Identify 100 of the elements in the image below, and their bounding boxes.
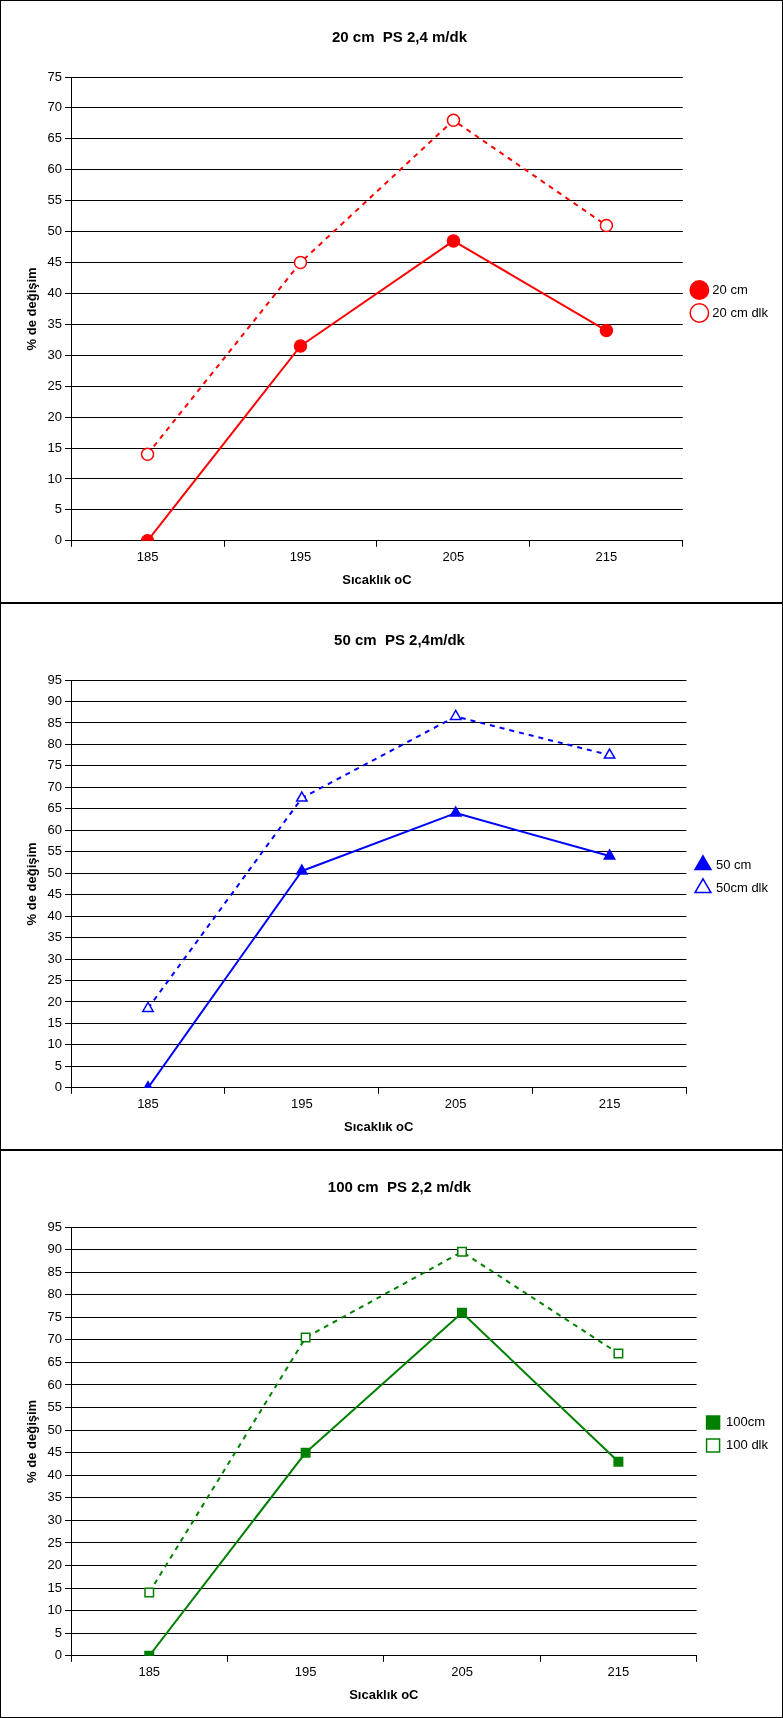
y-tick-label: 0 [54, 532, 63, 548]
y-tick-label: 10 [47, 470, 63, 486]
y-tick-label: 55 [47, 843, 63, 859]
y-tick-label: 20 [47, 1557, 63, 1573]
y-tick-label: 90 [47, 1241, 63, 1257]
y-tick-label: 40 [47, 907, 63, 923]
y-tick-label: 45 [47, 1444, 63, 1460]
x-tick-label: 185 [136, 549, 159, 565]
y-tick-label: 20 [47, 408, 63, 424]
point [603, 849, 616, 860]
x-axis-title: Sıcaklık oC [344, 1118, 415, 1134]
y-tick-label: 15 [47, 439, 63, 455]
y-tick-label: 75 [47, 757, 63, 773]
y-tick-label: 45 [47, 254, 63, 270]
point [457, 1307, 467, 1318]
x-tick-label: 205 [451, 1664, 473, 1680]
point [599, 218, 614, 233]
point [446, 113, 461, 128]
y-axis-title: % de değişim [24, 842, 40, 926]
point [457, 1246, 467, 1257]
y-tick-label: 10 [47, 1602, 63, 1618]
y-tick-label: 60 [47, 161, 63, 177]
y-tick-label: 10 [47, 1036, 63, 1052]
y-tick-label: 0 [54, 1079, 63, 1095]
y-tick-label: 45 [47, 886, 63, 902]
x-tick-label: 195 [290, 1096, 313, 1112]
chart-title: 50 cm PS 2,4m/dk [334, 631, 466, 649]
y-tick-label: 0 [54, 1647, 63, 1663]
y-tick-label: 15 [47, 1579, 63, 1595]
x-tick-label: 185 [138, 1664, 161, 1680]
y-tick-label: 85 [47, 714, 63, 730]
legend-label: 50 cm [715, 856, 752, 872]
y-tick-label: 40 [47, 285, 63, 301]
point [293, 339, 308, 353]
point [144, 1587, 155, 1598]
y-tick-label: 90 [47, 693, 63, 709]
point [599, 323, 614, 338]
y-tick-label: 65 [47, 130, 63, 146]
y-tick-label: 35 [47, 929, 63, 945]
y-axis-title: % de değişim [24, 1399, 40, 1483]
y-tick-label: 70 [47, 778, 63, 794]
y-tick-label: 40 [47, 1466, 63, 1482]
y-tick-label: 60 [47, 821, 63, 837]
y-tick-label: 30 [47, 950, 63, 966]
legend-label: 20 cm dlk [712, 304, 769, 320]
y-tick-label: 80 [47, 735, 63, 751]
y-tick-label: 80 [47, 1286, 63, 1302]
y-tick-label: 75 [47, 68, 63, 84]
point [142, 1001, 154, 1013]
y-tick-label: 95 [47, 671, 63, 687]
y-tick-label: 5 [54, 501, 63, 517]
y-tick-label: 95 [47, 1218, 63, 1234]
y-tick-label: 5 [54, 1624, 63, 1640]
chart-title: 100 cm PS 2,2 m/dk [327, 1178, 472, 1196]
y-tick-label: 70 [47, 1331, 63, 1347]
y-tick-label: 25 [47, 1534, 63, 1550]
y-tick-label: 20 [47, 993, 63, 1009]
legend-label: 100 dlk [726, 1437, 769, 1453]
x-tick-label: 215 [607, 1664, 630, 1680]
y-tick-label: 30 [47, 346, 63, 362]
x-axis-title: Sıcaklık oC [349, 1686, 420, 1702]
y-tick-label: 30 [47, 1511, 63, 1527]
point [446, 234, 461, 248]
y-tick-label: 50 [47, 864, 63, 880]
y-tick-label: 65 [47, 1353, 63, 1369]
legend-label: 20 cm [712, 281, 748, 297]
point [449, 806, 462, 817]
y-tick-label: 60 [47, 1376, 63, 1392]
x-tick-label: 215 [595, 549, 618, 565]
point [293, 255, 308, 270]
point [300, 1332, 311, 1343]
x-tick-label: 205 [444, 1096, 467, 1112]
point [295, 864, 308, 875]
y-tick-label: 35 [47, 1489, 63, 1505]
y-tick-label: 5 [54, 1057, 63, 1073]
y-tick-label: 35 [47, 315, 63, 331]
x-tick-label: 185 [137, 1096, 159, 1112]
point [300, 1447, 311, 1458]
x-axis-title: Sıcaklık oC [342, 571, 413, 587]
y-tick-label: 55 [47, 192, 63, 208]
x-tick-label: 215 [598, 1096, 621, 1112]
point [449, 709, 462, 721]
point [295, 791, 308, 802]
y-axis-title: % de değişim [24, 267, 40, 351]
point [140, 447, 155, 461]
y-tick-label: 50 [47, 223, 63, 239]
y-tick-label: 25 [47, 972, 63, 988]
point [603, 748, 616, 759]
legend-label: 100cm [726, 1414, 766, 1430]
point [613, 1348, 624, 1359]
y-tick-label: 15 [47, 1014, 63, 1030]
y-tick-label: 85 [47, 1263, 63, 1279]
x-tick-label: 195 [294, 1664, 317, 1680]
y-tick-label: 25 [47, 377, 63, 393]
y-tick-label: 65 [47, 800, 63, 816]
point [613, 1456, 624, 1467]
y-tick-label: 75 [47, 1308, 63, 1324]
y-tick-label: 50 [47, 1421, 63, 1437]
y-tick-label: 55 [47, 1399, 63, 1415]
x-tick-label: 205 [442, 549, 465, 565]
